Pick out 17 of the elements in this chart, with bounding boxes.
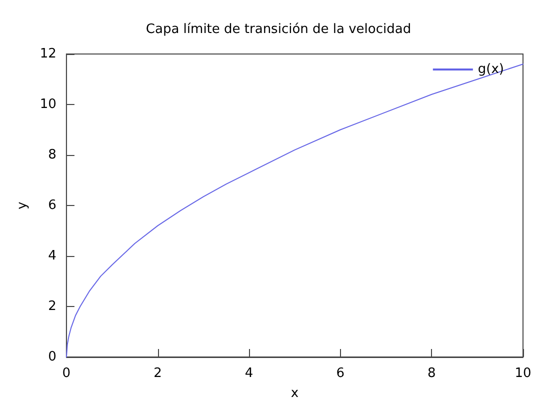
x-tick-label: 0: [62, 366, 71, 381]
y-tick-label: 4: [48, 248, 56, 264]
y-tick-label: 0: [48, 350, 56, 364]
chart-title: Capa límite de transición de la velocidad: [146, 22, 412, 37]
y-tick-label: 12: [40, 46, 56, 62]
y-tick-label: 10: [40, 97, 56, 112]
x-tick-label: 8: [428, 366, 436, 381]
legend-label: g(x): [478, 62, 504, 77]
x-tick-label: 10: [514, 366, 532, 381]
x-tick-label: 6: [336, 366, 345, 381]
x-tick-label: 2: [154, 366, 162, 381]
x-axis-title: x: [290, 386, 299, 401]
y-tick-label: 6: [48, 198, 56, 213]
y-axis-title: y: [15, 201, 30, 210]
y-tick-label: 8: [48, 148, 56, 162]
x-tick-label: 4: [244, 366, 254, 381]
y-tick-label: 2: [48, 299, 56, 314]
